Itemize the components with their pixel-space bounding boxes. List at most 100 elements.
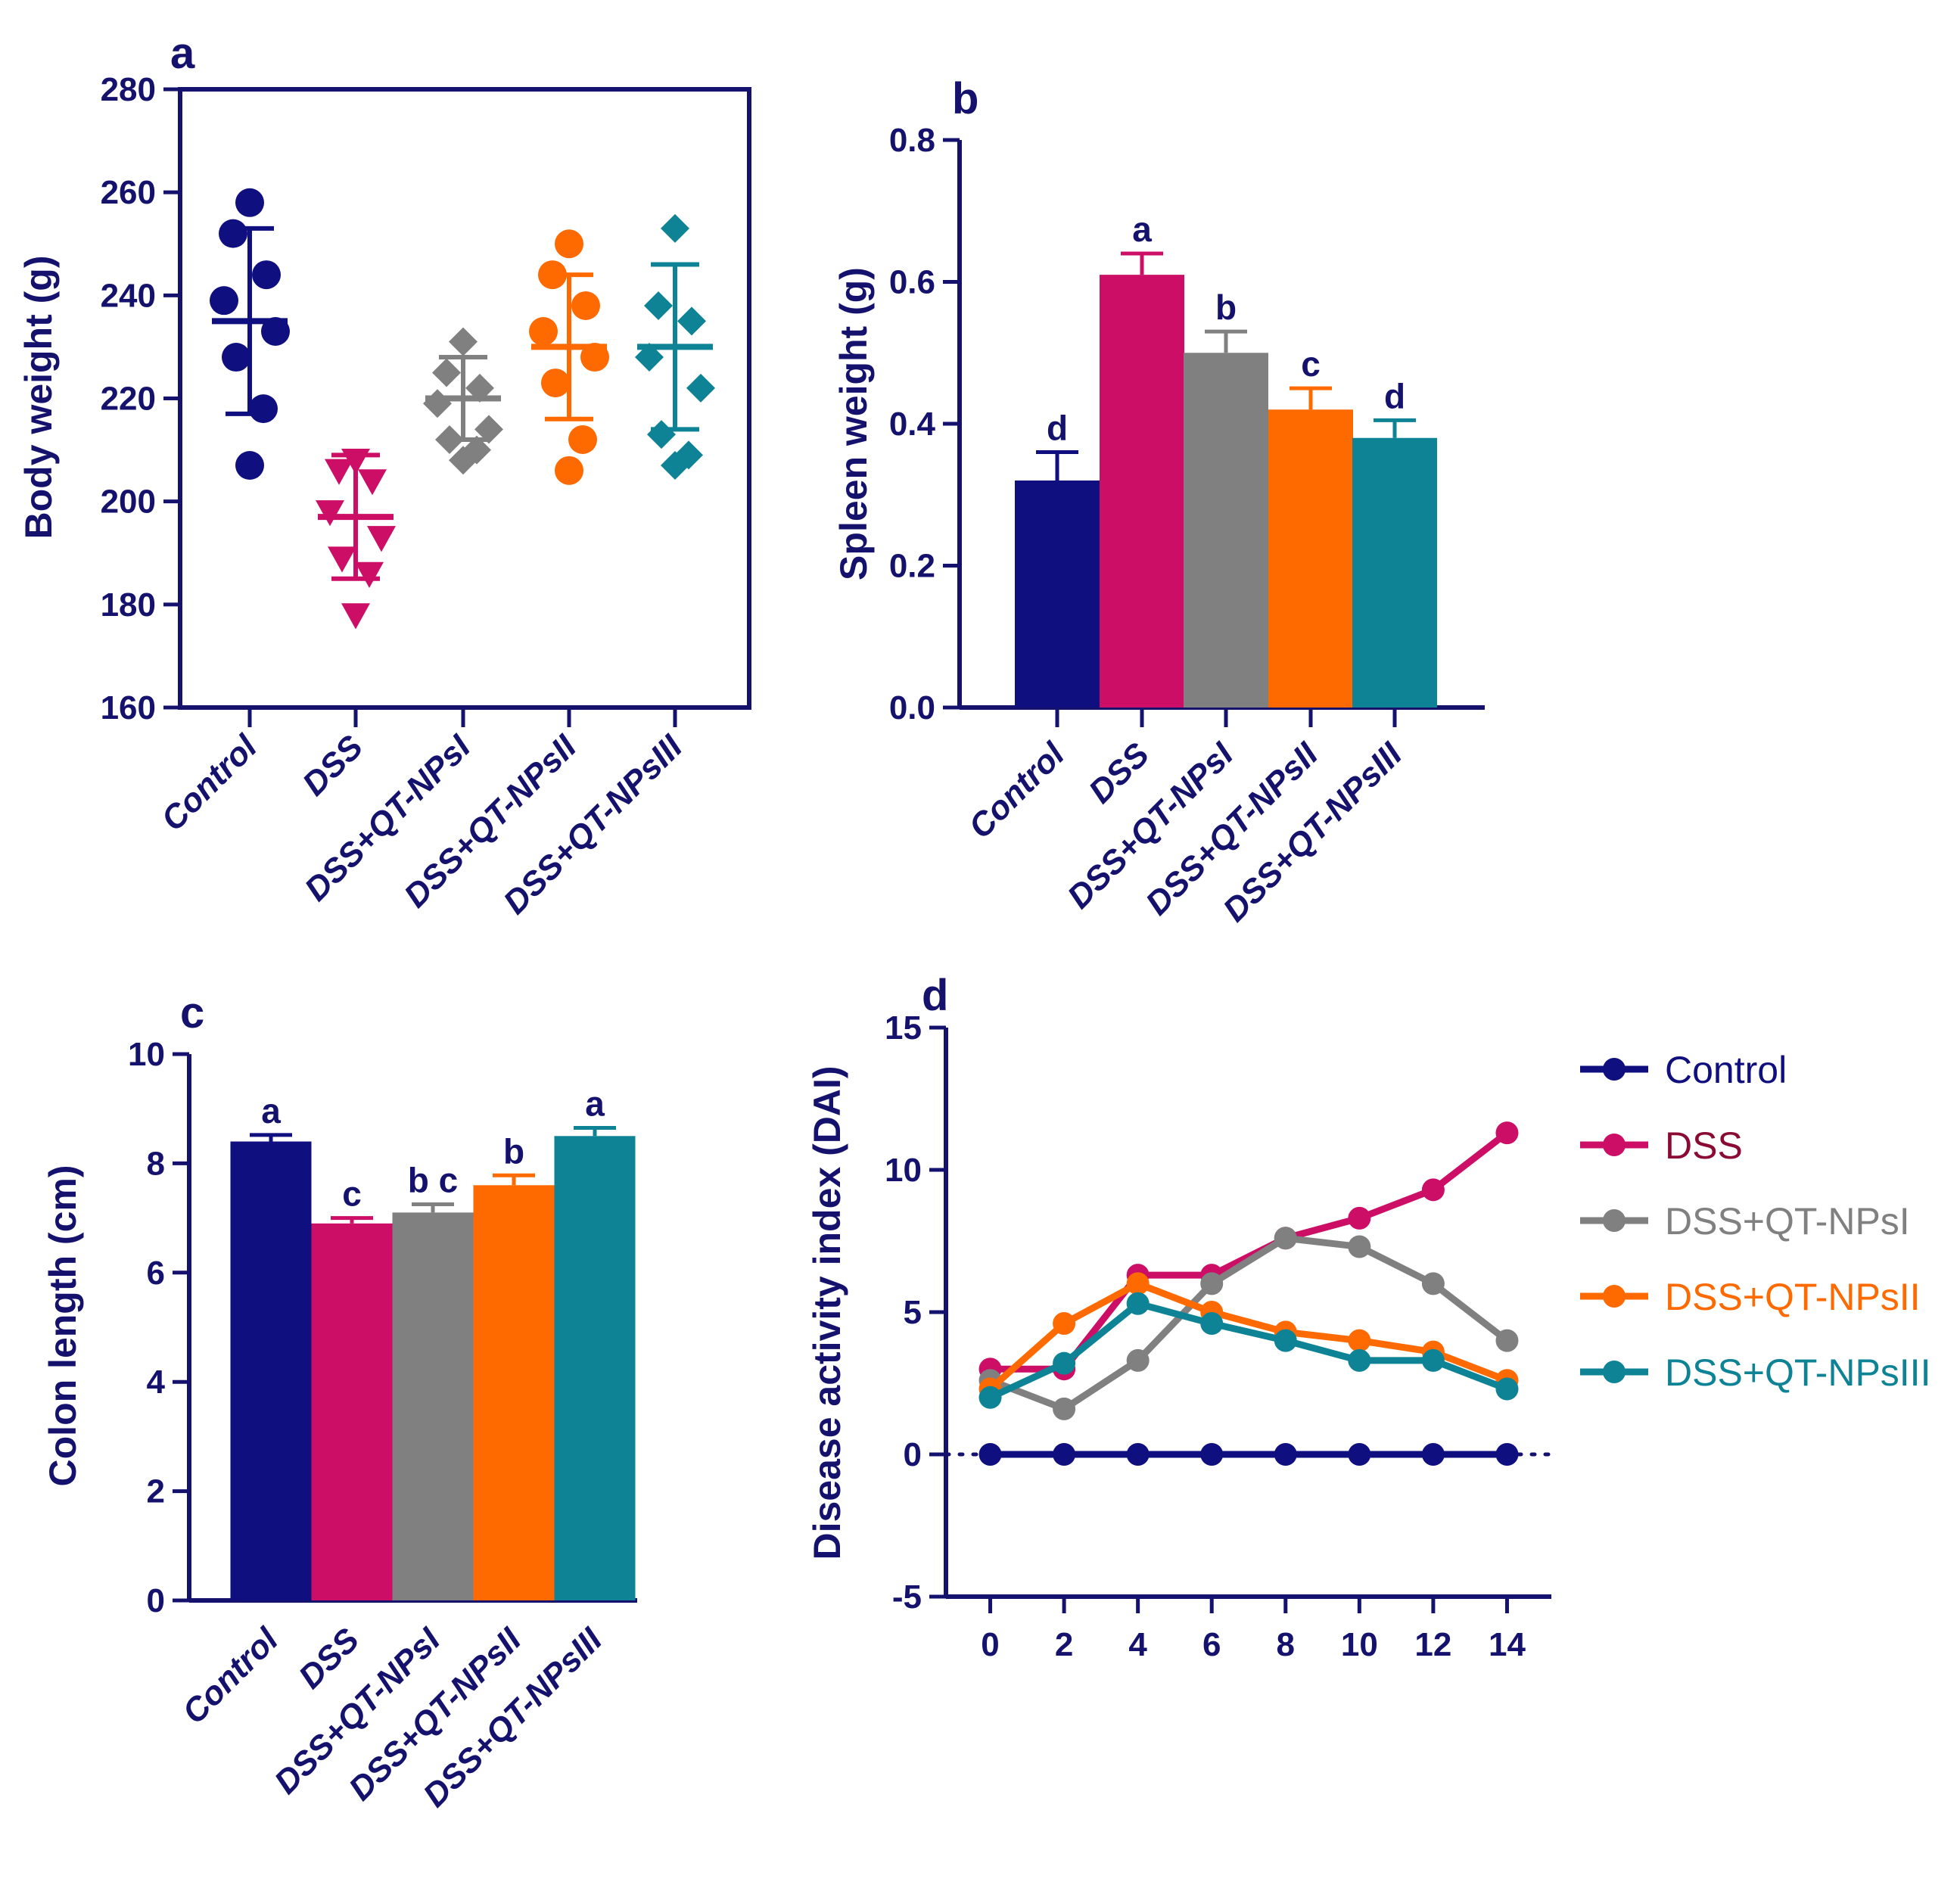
bar-dss-qt-npsii [473,1185,555,1600]
y-tick-label: 0.6 [889,264,935,301]
group-dss [316,449,396,630]
y-tick-label: 160 [101,689,156,726]
bar-dss-qt-npsi [392,1212,474,1600]
panel-b-spleen-weight: 0.0 0.2 0.4 0.6 0.8 Spleen weight (g) d a b c d Con… [832,122,1485,929]
data-point [1495,1377,1519,1401]
data-point [1053,1312,1076,1336]
data-point [249,394,278,424]
panel-letter-b: b [952,74,978,123]
y-axis-title: Disease activity index (DAI) [806,1065,848,1560]
y-tick-label: 8 [147,1145,165,1182]
data-point [1421,1348,1445,1372]
bar-dss-qt-npsii [1268,409,1353,708]
data-point [1200,1312,1224,1336]
data-point [1053,1351,1076,1375]
bar-control [230,1141,312,1600]
data-point [465,373,494,403]
data-point [978,1386,1002,1409]
legend-marker [1603,1361,1626,1383]
y-tick-label: 0 [904,1436,922,1473]
data-point [677,306,706,336]
panel-letter-a: a [170,29,195,78]
group-control [210,188,290,481]
legend-marker [1603,1134,1626,1156]
data-point [529,316,558,346]
significance-letter: a [585,1084,605,1123]
x-tick-label-control: Control [962,736,1072,846]
data-point [647,420,676,449]
data-point [661,213,689,243]
y-tick-label: 15 [885,1009,922,1047]
data-point [1495,1121,1519,1145]
data-point [423,389,452,418]
data-point [555,456,583,485]
legend-label-dss-qt-npsiii: DSS+QT-NPsIII [1665,1351,1930,1394]
x-tick-label-dss-qt-npsiii: DSS+QT-NPsIII [496,728,690,922]
data-point [1348,1329,1371,1352]
x-tick-label-dss: DSS [291,1621,366,1696]
significance-letter: c [342,1174,362,1214]
y-tick-label: 0.0 [889,689,935,726]
series-dss-qt-npsiii [978,1292,1519,1409]
data-point [571,291,600,320]
data-point [1126,1292,1150,1315]
data-point [978,1443,1002,1466]
data-point [1126,1272,1150,1295]
data-point [1348,1235,1371,1258]
data-point [661,451,689,481]
data-point [1126,1348,1150,1372]
x-tick-label: 8 [1277,1626,1295,1663]
bar-dss-qt-npsiii [1352,437,1437,708]
y-tick-label: 260 [101,174,156,211]
data-point [1200,1443,1224,1466]
x-tick-label: 12 [1414,1626,1451,1663]
panel-d-dai-line-chart: -5 0 5 10 15 Disease activity index (DAI) 0 2 4 6… [806,1009,1930,1663]
legend-label-dss-qt-npsii: DSS+QT-NPsII [1665,1276,1921,1318]
data-point [644,291,673,320]
y-axis-title: Spleen weight (g) [832,267,875,580]
bar-dss [311,1223,393,1600]
data-point [1274,1329,1297,1352]
data-point [367,526,396,552]
y-tick-label: 10 [885,1152,922,1189]
data-point [1421,1272,1445,1295]
data-point [432,358,461,387]
series-control [978,1443,1519,1466]
significance-letter: d [1047,409,1068,448]
y-tick-label: 240 [101,277,156,314]
significance-letter: b c [408,1161,458,1200]
data-point [1053,1397,1076,1420]
data-point [449,327,478,356]
x-tick-label: 14 [1489,1626,1526,1663]
y-tick-label: 10 [128,1036,165,1073]
x-tick-label-dss: DSS [1081,736,1156,810]
legend-marker [1603,1209,1626,1232]
data-point [568,425,597,454]
series-line [988,1234,1510,1413]
x-tick-label: 6 [1202,1626,1221,1663]
x-tick-label-control: Control [154,728,265,838]
significance-letter: b [503,1131,524,1171]
y-axis-title: Colon length (cm) [42,1165,84,1487]
data-point [580,343,609,372]
data-point [355,561,384,588]
data-point [222,343,250,372]
data-point [1421,1178,1445,1202]
y-tick-label: 4 [147,1364,166,1401]
legend-label-dss-qt-npsi: DSS+QT-NPsI [1665,1200,1910,1243]
significance-letter: a [1132,210,1152,249]
data-point [1200,1272,1224,1295]
y-tick-label: -5 [892,1578,922,1616]
legend-marker [1603,1285,1626,1308]
y-tick-label: 180 [101,586,156,624]
x-tick-label: 0 [981,1626,999,1663]
legend-marker [1603,1058,1626,1081]
y-tick-label: 200 [101,484,156,521]
significance-letter: d [1384,376,1405,415]
y-tick-label: 2 [147,1473,165,1510]
y-tick-label: 0.4 [889,406,936,443]
data-point [1421,1443,1445,1466]
bar-dss-qt-npsi [1184,353,1268,708]
data-point [1348,1443,1371,1466]
bar-dss [1100,275,1184,708]
